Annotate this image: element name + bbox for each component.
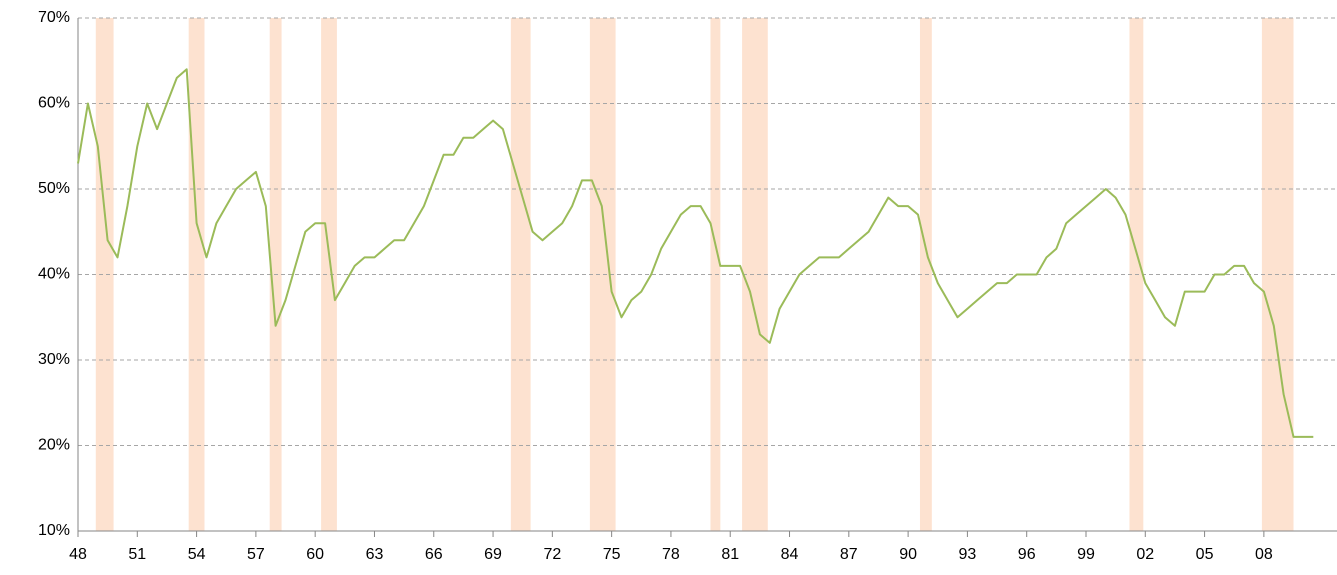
line-series	[77, 68, 1314, 438]
x-tick-label: 48	[69, 546, 87, 563]
x-tick-label: 05	[1196, 546, 1214, 563]
y-tick-label: 30%	[38, 351, 70, 368]
x-tick-label: 90	[899, 546, 917, 563]
x-tick-label: 08	[1255, 546, 1273, 563]
x-tick-label: 54	[188, 546, 206, 563]
y-tick-label: 10%	[38, 522, 70, 539]
x-tick-label: 84	[781, 546, 799, 563]
x-tick-label: 75	[603, 546, 621, 563]
y-tick-label: 50%	[38, 180, 70, 197]
x-tick-label: 96	[1018, 546, 1036, 563]
x-tick-label: 63	[366, 546, 384, 563]
y-tick-label: 40%	[38, 266, 70, 283]
recession-band	[95, 18, 114, 531]
x-tick-label: 51	[128, 546, 146, 563]
recession-band	[321, 18, 337, 531]
x-tick-label: 60	[306, 546, 324, 563]
x-tick-label: 02	[1136, 546, 1154, 563]
x-tick-label: 93	[959, 546, 977, 563]
x-tick-label: 66	[425, 546, 443, 563]
x-tick-label: 78	[662, 546, 680, 563]
y-tick-label: 60%	[38, 95, 70, 112]
x-tick-label: 69	[484, 546, 502, 563]
x-tick-label: 99	[1077, 546, 1095, 563]
y-tick-label: 20%	[38, 437, 70, 454]
x-tick-label: 87	[840, 546, 858, 563]
x-tick-label: 72	[543, 546, 561, 563]
x-tick-label: 57	[247, 546, 265, 563]
y-tick-label: 70%	[38, 9, 70, 26]
x-tick-label: 81	[721, 546, 739, 563]
